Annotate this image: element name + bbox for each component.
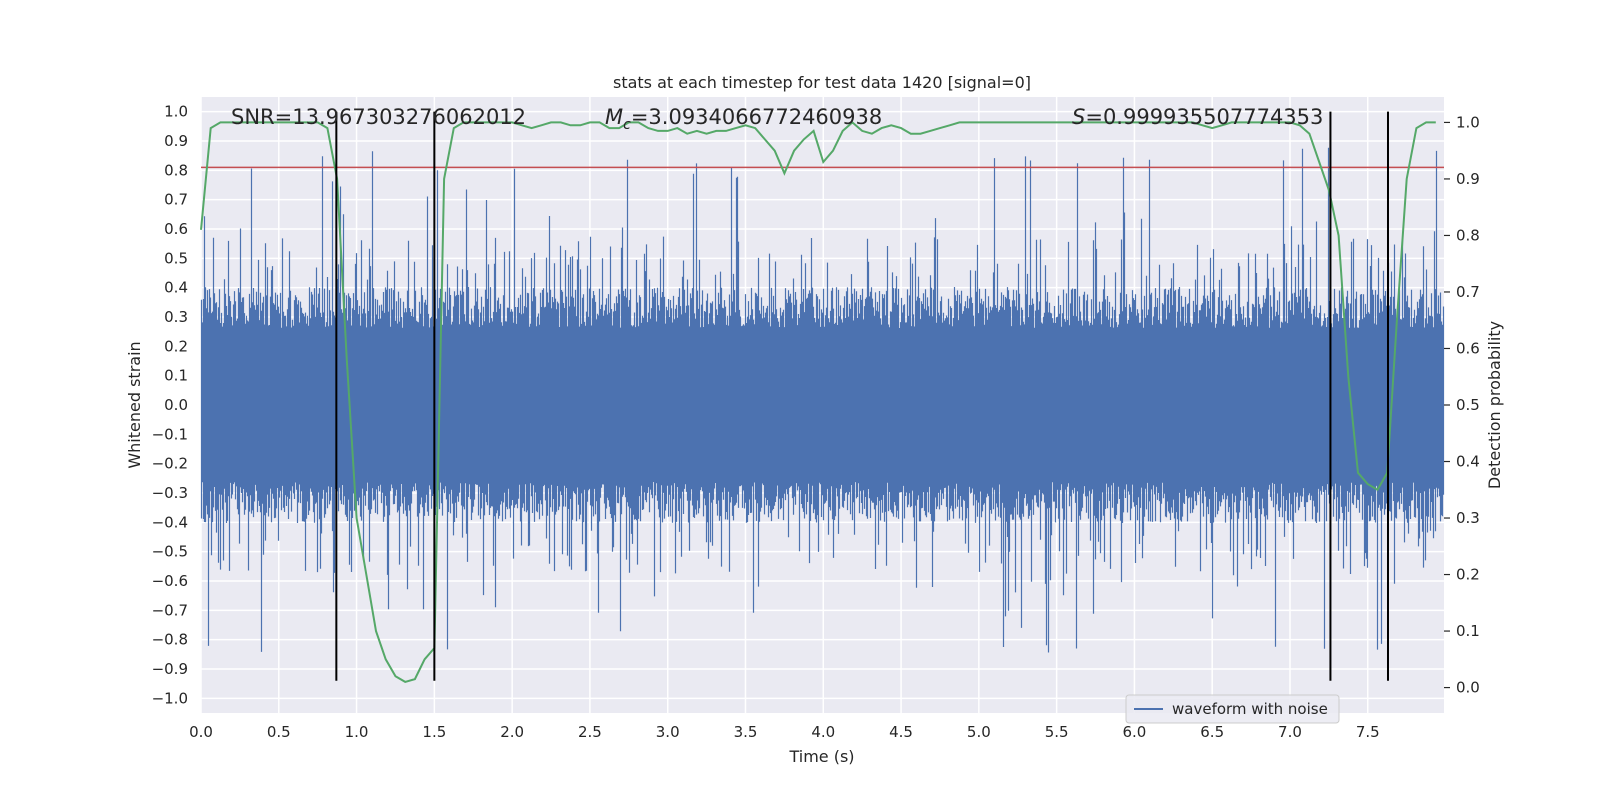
x-tick-label: 4.5 xyxy=(889,723,913,741)
legend-box xyxy=(1125,694,1340,724)
y-tick-label: 0.3 xyxy=(164,308,188,326)
chirp-mass-value: =3.0934066772460938 xyxy=(631,105,882,129)
y-tick-label: −0.7 xyxy=(152,601,188,619)
legend-label-waveform: waveform with noise xyxy=(1172,700,1328,718)
chart-title: stats at each timestep for test data 142… xyxy=(613,73,1031,92)
x-tick-label: 2.0 xyxy=(500,723,524,741)
snr-annotation: SNR=13.967303276062012 xyxy=(231,105,526,129)
waveform-line xyxy=(200,147,1445,653)
y-tick-label: −0.3 xyxy=(152,484,188,502)
detection-probability-series xyxy=(200,121,1436,683)
detection-probability-line xyxy=(200,121,1436,683)
marker-lines xyxy=(335,111,1389,681)
x-tick-label: 2.5 xyxy=(578,723,602,741)
y-tick-label: −0.2 xyxy=(152,455,188,473)
y-tick-label: 0.5 xyxy=(164,249,188,267)
legend: waveform with noise xyxy=(1125,694,1340,724)
y2-tick-label: 1.0 xyxy=(1456,113,1480,131)
chirp-mass-annotation: Mc=3.0934066772460938 xyxy=(605,105,882,133)
y-tick-label: 0.4 xyxy=(164,279,188,297)
y-tick-label: 0.8 xyxy=(164,161,188,179)
x-tick-label: 5.5 xyxy=(1045,723,1069,741)
y-tick-label: −1.0 xyxy=(152,689,188,707)
y2-tick-label: 0.8 xyxy=(1456,226,1480,244)
y2-tick-label: 0.2 xyxy=(1456,566,1480,584)
y-tick-label: −0.8 xyxy=(152,631,188,649)
x-tick-label: 5.0 xyxy=(967,723,991,741)
y2-tick-label: 0.1 xyxy=(1456,622,1480,640)
x-tick-label: 1.0 xyxy=(345,723,369,741)
y-tick-label: −0.4 xyxy=(152,513,188,531)
x-tick-label: 0.5 xyxy=(267,723,291,741)
y-tick-label: 0.6 xyxy=(164,220,188,238)
y2-tick-label: 0.7 xyxy=(1456,283,1480,301)
y-tick-label: −0.9 xyxy=(152,660,188,678)
x-axis-ticks: 0.0 0.5 1.0 1.5 2.0 2.5 3.0 3.5 4.0 4.5 5.0 5.5 6.0 6… xyxy=(189,723,1380,741)
y2-axis-label: Detection probability xyxy=(1485,321,1504,489)
y-tick-label: 0.0 xyxy=(164,396,188,414)
y-tick-label: 0.9 xyxy=(164,132,188,150)
y-tick-label: −0.1 xyxy=(152,425,188,443)
y2-tick-label: 0.4 xyxy=(1456,453,1480,471)
chirp-mass-subscript: c xyxy=(623,117,631,133)
x-tick-label: 3.0 xyxy=(656,723,680,741)
score-value: =0.999935507774353 xyxy=(1085,105,1323,129)
waveform-series xyxy=(200,147,1445,653)
x-tick-label: 3.5 xyxy=(734,723,758,741)
score-symbol: S xyxy=(1072,105,1085,129)
x-tick-label: 6.0 xyxy=(1122,723,1146,741)
y-axis-label: Whitened strain xyxy=(125,341,144,468)
y-tick-label: 0.2 xyxy=(164,337,188,355)
x-tick-label: 1.5 xyxy=(422,723,446,741)
y2-tick-label: 0.6 xyxy=(1456,339,1480,357)
y2-tick-label: 0.0 xyxy=(1456,679,1480,697)
y-tick-label: 0.1 xyxy=(164,367,188,385)
score-annotation: S=0.999935507774353 xyxy=(1072,105,1323,129)
y2-axis-ticks: 1.0 0.9 0.8 0.7 0.6 0.5 0.4 0.3 0.2 0.1 0.0 xyxy=(1444,113,1480,697)
x-tick-label: 7.0 xyxy=(1278,723,1302,741)
x-tick-label: 4.0 xyxy=(811,723,835,741)
x-tick-label: 0.0 xyxy=(189,723,213,741)
y2-tick-label: 0.9 xyxy=(1456,170,1480,188)
y2-tick-label: 0.3 xyxy=(1456,509,1480,527)
chirp-mass-symbol: M xyxy=(605,105,623,129)
y2-tick-label: 0.5 xyxy=(1456,396,1480,414)
x-tick-label: 6.5 xyxy=(1200,723,1224,741)
y-tick-label: −0.6 xyxy=(152,572,188,590)
y-axis-ticks: 1.0 0.9 0.8 0.7 0.6 0.5 0.4 0.3 0.2 0.1 0.0 −0.1 −0.… xyxy=(152,103,188,708)
y-tick-label: −0.5 xyxy=(152,543,188,561)
x-axis-label: Time (s) xyxy=(788,747,854,766)
y-tick-label: 0.7 xyxy=(164,191,188,209)
y-tick-label: 1.0 xyxy=(164,103,188,121)
x-tick-label: 7.5 xyxy=(1356,723,1380,741)
